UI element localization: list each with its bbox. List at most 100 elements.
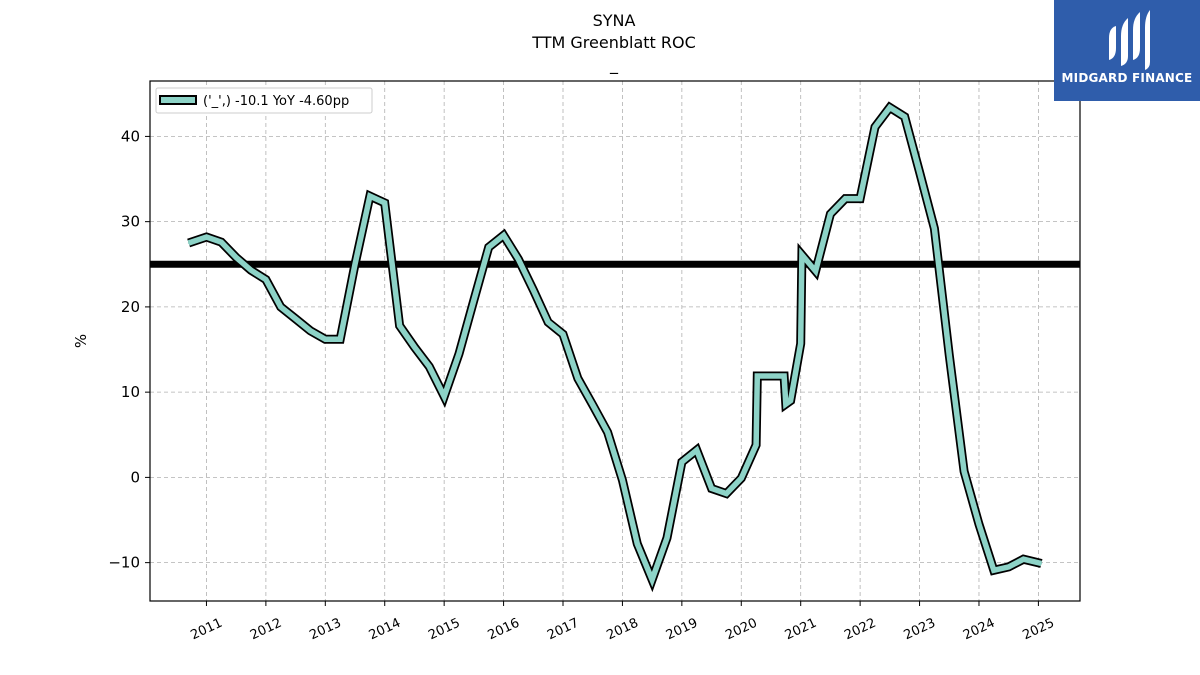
data-point	[383, 202, 386, 204]
chart-subtitle: TTM Greenblatt ROC	[531, 33, 696, 52]
x-tick-label: 2020	[723, 616, 759, 644]
data-point	[413, 346, 416, 348]
data-point	[918, 171, 921, 174]
data-point	[187, 242, 190, 244]
series-group	[187, 101, 1043, 593]
x-tick-label: 2023	[902, 616, 938, 644]
y-tick-label: 20	[121, 298, 140, 316]
data-point	[428, 365, 431, 368]
data-point	[398, 324, 401, 327]
y-tick-label: −10	[108, 554, 140, 572]
data-point	[859, 197, 861, 200]
data-point	[591, 404, 594, 406]
data-point	[799, 342, 802, 345]
data-point	[324, 338, 327, 341]
data-point	[814, 270, 817, 272]
data-point	[220, 241, 223, 243]
legend-entry: ('_',) -10.1 YoY -4.60pp	[203, 94, 349, 109]
data-point	[933, 227, 936, 230]
data-point	[666, 537, 668, 539]
data-point	[783, 375, 785, 377]
data-point	[621, 479, 624, 481]
gridlines	[150, 81, 1080, 601]
x-tick-label: 2016	[486, 616, 522, 644]
x-axis: 2011 2012 2013 2014 2015 2016 2017 2018 2019 2020…	[188, 601, 1057, 644]
data-point	[443, 395, 445, 398]
data-point	[265, 278, 267, 281]
x-tick-label: 2014	[367, 616, 403, 644]
x-tick-label: 2021	[783, 616, 819, 644]
data-point	[235, 256, 237, 259]
data-point	[636, 543, 639, 545]
data-point	[473, 299, 475, 301]
data-point	[1007, 566, 1010, 568]
data-point	[755, 444, 757, 446]
y-tick-label: 30	[121, 213, 140, 231]
data-point	[770, 375, 772, 377]
brand-logo: MIDGARD FINANCE	[1054, 0, 1200, 101]
data-point	[785, 403, 787, 405]
data-point	[695, 449, 698, 451]
data-point	[562, 333, 564, 335]
x-tick-label: 2022	[842, 616, 878, 644]
data-point	[532, 289, 535, 291]
data-point	[963, 470, 965, 473]
data-point	[458, 352, 460, 355]
x-tick-label: 2019	[664, 616, 700, 644]
x-tick-label: 2015	[426, 616, 462, 644]
plot-frame	[149, 80, 1081, 602]
data-point	[844, 197, 847, 200]
legend-box	[155, 87, 373, 114]
x-tick-label: 2024	[961, 616, 997, 644]
data-point	[874, 126, 876, 128]
stylized-m-logo-icon	[1109, 10, 1150, 70]
data-point	[205, 236, 208, 238]
x-tick-label: 2025	[1020, 616, 1056, 644]
data-point	[606, 431, 609, 434]
data-point	[517, 258, 520, 260]
chart-subtitle-2: _	[609, 55, 619, 75]
x-tick-label: 2018	[604, 616, 640, 644]
x-tick-label: 2011	[188, 616, 224, 644]
data-point	[1040, 562, 1043, 565]
data-point	[309, 329, 312, 332]
data-point	[1022, 558, 1025, 561]
data-point	[903, 116, 906, 118]
x-tick-label: 2017	[545, 616, 581, 644]
data-point	[354, 263, 356, 266]
data-point	[547, 321, 549, 324]
data-point	[369, 195, 371, 197]
data-point	[710, 487, 713, 490]
data-point	[294, 318, 297, 320]
y-tick-label: 0	[130, 468, 140, 486]
chart-title: SYNA	[593, 11, 636, 30]
y-tick-label: 40	[121, 127, 140, 145]
series-line-outline	[187, 101, 1043, 593]
data-point	[487, 246, 490, 249]
x-tick-label: 2012	[248, 616, 284, 644]
data-point	[801, 254, 803, 256]
data-point	[250, 269, 252, 272]
data-point	[889, 106, 891, 109]
data-point	[756, 375, 759, 377]
legend-swatch	[159, 95, 197, 105]
x-tick-label: 2013	[307, 616, 343, 644]
y-axis: −10 0 10 20 30 40	[108, 127, 150, 572]
data-point	[681, 461, 683, 463]
data-point	[978, 523, 980, 526]
data-point	[789, 399, 792, 402]
data-point	[279, 306, 282, 308]
data-point	[651, 578, 653, 581]
brand-name: MIDGARD FINANCE	[1061, 71, 1193, 85]
series-line	[187, 103, 1043, 588]
data-point	[339, 338, 341, 341]
data-point	[577, 377, 579, 380]
y-tick-label: 10	[121, 383, 140, 401]
legend: ('_',) -10.1 YoY -4.60pp	[155, 87, 373, 114]
data-point	[740, 477, 743, 480]
data-point	[502, 234, 505, 237]
y-axis-label: %	[72, 334, 90, 348]
data-point	[993, 569, 995, 572]
data-point	[829, 213, 832, 215]
